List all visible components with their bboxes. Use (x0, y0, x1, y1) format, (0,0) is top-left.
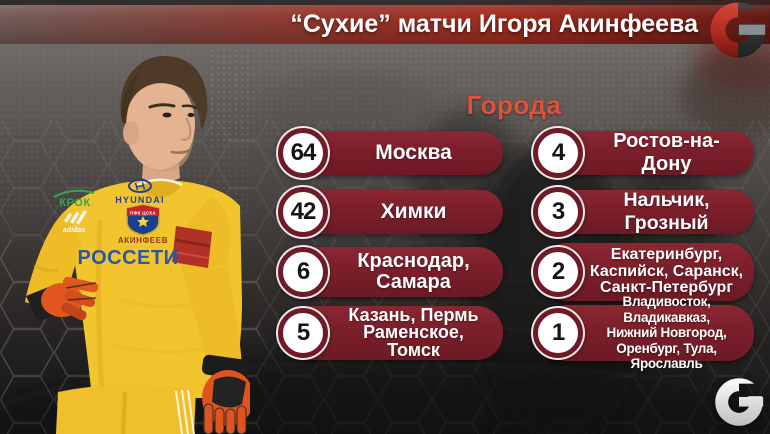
section-title-cities: Города (466, 90, 562, 120)
rosseti-wordmark: РОССЕТИ (78, 247, 179, 269)
badge-count: 5 (296, 319, 310, 346)
badge-count: 6 (296, 258, 310, 285)
adidas-wordmark: adidas (63, 227, 85, 234)
jersey-player-name: АКИНФЕЕВ (118, 236, 168, 245)
stat-badge: Ростов-на-Дону 4 (533, 128, 754, 178)
svg-text:КРОК: КРОК (59, 197, 90, 209)
badge-cities: Нальчик, Грозный (623, 189, 710, 234)
right-glove (201, 354, 250, 434)
stat-badge: Екатеринбург, Каспийск, Саранск, Санкт-П… (533, 241, 754, 303)
badge-cities: Екатеринбург, Каспийск, Саранск, Санкт-П… (589, 245, 744, 297)
svg-text:ПФК ЦСКА: ПФК ЦСКА (130, 211, 156, 216)
svg-text:HYUNDAI: HYUNDAI (115, 195, 164, 205)
cska-badge: ПФК ЦСКА (126, 204, 160, 236)
adidas-logo (64, 210, 87, 225)
badge-cities: Краснодар, Самара (357, 250, 470, 293)
badge-count-circle: 3 (533, 187, 583, 237)
badge-count-circle: 5 (278, 308, 328, 358)
keeper-shorts (56, 384, 196, 434)
top-dark-strip (0, 0, 770, 5)
badge-count-circle: 6 (278, 247, 328, 297)
badge-count-circle: 64 (278, 128, 328, 178)
stat-badge: Нальчик, Грозный 3 (533, 187, 754, 237)
akinfeev-photo: КРОК adidas HYUNDAI ПФК ЦСКА АКИНФЕЕВ РО… (25, 56, 250, 434)
badge-count: 2 (551, 258, 565, 285)
badge-count: 1 (551, 319, 565, 346)
badge-count: 64 (290, 139, 317, 166)
badge-cities: Владивосток, Владикавказ, Нижний Новгоро… (606, 294, 727, 372)
badge-count: 4 (551, 139, 565, 166)
krok-logo: КРОК (53, 189, 95, 209)
captain-armband (172, 226, 212, 268)
header-bar: “Сухие” матчи Игоря Акинфеева (0, 5, 770, 44)
hyundai-logo: HYUNDAI (115, 179, 164, 205)
badge-count-circle: 1 (533, 308, 583, 358)
stat-badge: Химки 42 (278, 187, 503, 237)
badge-cities: Москва (375, 141, 452, 164)
badge-cities: Химки (380, 200, 447, 223)
stat-badge: Казань, Пермь Раменское, Томск 5 (278, 304, 503, 362)
g-brand-logo-white-icon (714, 377, 764, 427)
left-glove (26, 276, 99, 322)
badge-count-circle: 2 (533, 247, 583, 297)
badge-count-circle: 42 (278, 187, 328, 237)
badge-count: 3 (551, 198, 565, 225)
keeper-hair (120, 56, 208, 130)
badge-cities: Ростов-на-Дону (613, 130, 720, 175)
stat-badge: Краснодар, Самара 6 (278, 245, 503, 299)
badge-count-circle: 4 (533, 128, 583, 178)
badge-cities: Казань, Пермь Раменское, Томск (348, 305, 479, 360)
badge-count: 42 (290, 198, 317, 225)
page-title: “Сухие” матчи Игоря Акинфеева (290, 10, 698, 38)
g-brand-logo-red-icon (709, 1, 767, 59)
stat-badge: Москва 64 (278, 128, 503, 178)
stat-badge: Владивосток, Владикавказ, Нижний Новгоро… (533, 294, 754, 371)
